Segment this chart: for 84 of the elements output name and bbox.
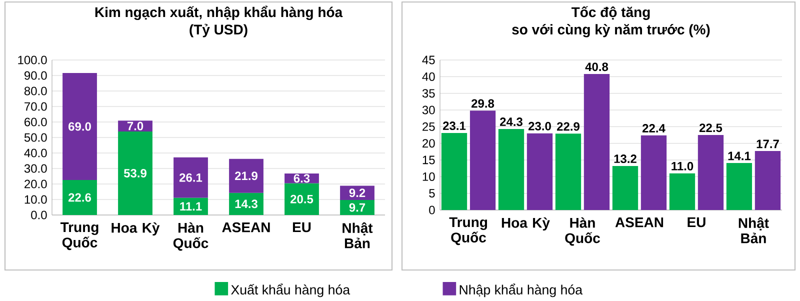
data-label: 29.8 — [471, 99, 494, 108]
y-tick-label: 0.0 — [31, 210, 47, 220]
bar — [470, 110, 496, 210]
y-tick-label: 5 — [429, 189, 435, 198]
chart-subtitle: so với cùng kỳ năm trước (%) — [512, 24, 710, 38]
data-label: 22.9 — [556, 122, 580, 131]
data-label: 40.8 — [585, 62, 608, 72]
y-tick-label: 70.0 — [24, 102, 47, 111]
bar — [754, 151, 781, 210]
x-tick-label: EU — [688, 217, 706, 228]
chart-title: Kim ngạch xuất, nhập khẩu hàng hóa — [95, 6, 343, 20]
y-tick-label: 40.0 — [24, 148, 47, 158]
bar — [498, 129, 524, 210]
y-tick-label: 35 — [422, 89, 435, 98]
y-tick-label: 10 — [422, 172, 435, 181]
data-label: 11.0 — [672, 162, 694, 170]
y-tick-label: 40 — [422, 72, 435, 81]
y-tick-label: 45 — [422, 56, 435, 64]
y-tick-label: 80.0 — [24, 86, 47, 96]
chart-title: Tốc độ tăng — [572, 6, 650, 20]
chart-subtitle: (Tỷ USD) — [190, 24, 248, 38]
y-tick-label: 25 — [422, 122, 435, 131]
y-tick-label: 20.0 — [24, 180, 47, 188]
x-tick-label: Hàn Quốc — [173, 222, 208, 251]
x-tick-label: Nhật Bản — [342, 222, 373, 248]
bar — [118, 131, 152, 216]
bar — [612, 166, 638, 210]
data-label: 69.0 — [68, 122, 91, 131]
data-label: 24.3 — [500, 118, 522, 126]
data-label: 7.0 — [127, 122, 144, 130]
x-tick-label: Hoa Kỳ — [112, 222, 160, 236]
data-label: 22.4 — [642, 124, 666, 132]
data-label: 14.1 — [728, 152, 751, 160]
y-tick-label: 60.0 — [24, 118, 47, 126]
bar — [284, 183, 319, 216]
y-tick-label: 10.0 — [24, 195, 47, 204]
bar — [229, 192, 264, 216]
data-label: 22.6 — [68, 193, 91, 202]
data-label: 23.0 — [528, 122, 551, 130]
x-tick-label: EU — [292, 222, 311, 232]
x-tick-label: ASEAN — [615, 217, 664, 228]
bar — [229, 158, 264, 193]
y-tick-label: 30.0 — [24, 164, 47, 173]
data-label: 11.1 — [180, 202, 202, 211]
bar — [62, 73, 97, 180]
data-label: 9.7 — [349, 203, 366, 212]
data-label: 22.5 — [699, 124, 722, 132]
y-tick-label: 30 — [422, 106, 435, 114]
y-tick-label: 20 — [422, 139, 435, 148]
data-label: 6.3 — [294, 174, 310, 183]
x-tick-label: Hàn Quốc — [565, 217, 600, 246]
bar — [640, 135, 667, 210]
y-tick-label: 100.0 — [18, 56, 47, 64]
data-label: 17.7 — [756, 140, 779, 148]
y-tick-label: 0 — [429, 206, 435, 214]
bar — [669, 173, 696, 210]
data-label: 20.5 — [290, 194, 314, 204]
bar — [62, 180, 97, 216]
data-label: 21.9 — [234, 172, 258, 180]
bar — [174, 157, 208, 198]
x-tick-label: Hoa Kỳ — [502, 217, 550, 231]
bar — [340, 186, 374, 200]
x-tick-label: Trung Quốc — [449, 217, 488, 246]
bar — [555, 134, 582, 210]
x-tick-label: Trung Quốc — [60, 222, 98, 250]
data-label: 53.9 — [124, 168, 146, 178]
legend-label: Nhập khẩu hàng hóa — [460, 284, 583, 298]
y-tick-label: 15 — [422, 156, 435, 164]
data-label: 13.2 — [614, 154, 636, 164]
y-tick-label: 90.0 — [24, 71, 47, 80]
bar — [441, 133, 468, 210]
bar — [340, 200, 374, 216]
y-tick-label: 50.0 — [24, 133, 47, 142]
data-label: 23.1 — [442, 122, 466, 130]
data-label: 9.2 — [349, 188, 366, 198]
data-label: 26.1 — [179, 173, 202, 182]
x-tick-label: ASEAN — [222, 222, 270, 232]
bar — [526, 133, 553, 210]
x-tick-label: Nhật Bản — [738, 217, 769, 244]
data-label: 14.3 — [235, 200, 258, 208]
legend-label: Xuất khẩu hàng hóa — [231, 284, 350, 298]
bar — [584, 74, 610, 210]
bar — [698, 135, 724, 210]
bar — [726, 163, 752, 210]
